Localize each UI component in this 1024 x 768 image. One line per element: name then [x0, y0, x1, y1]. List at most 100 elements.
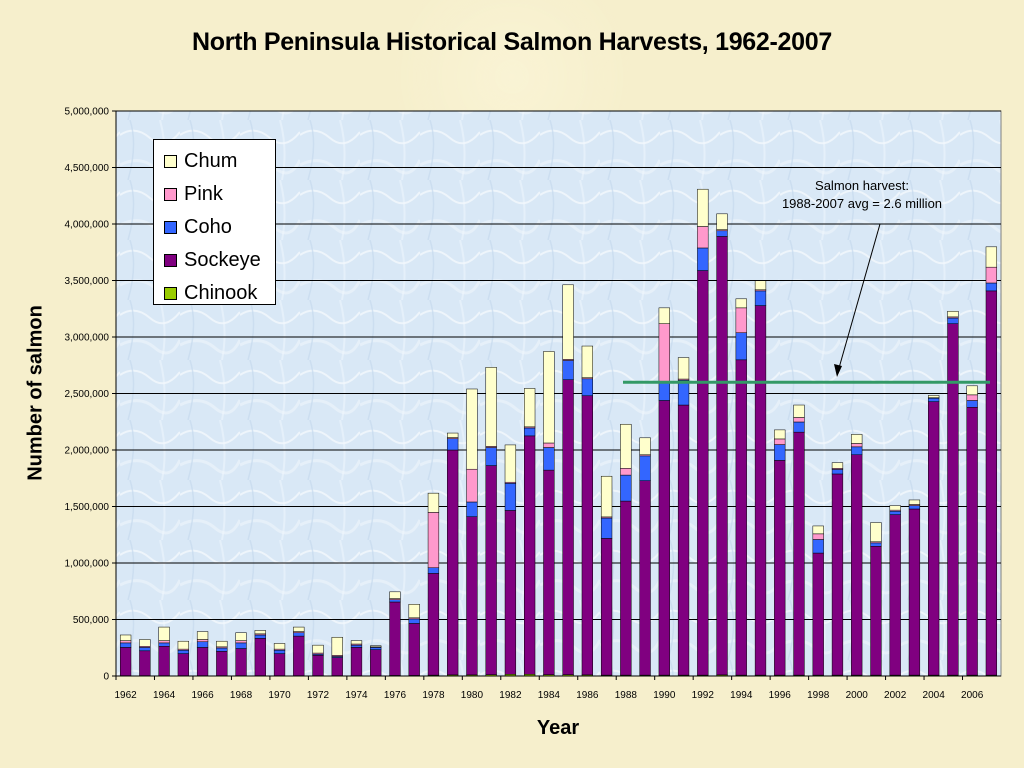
bar-coho-1988	[620, 474, 632, 502]
bar-coho-1962	[119, 642, 132, 648]
bar-coho-1969	[254, 634, 266, 639]
legend-swatch-pink	[164, 188, 177, 201]
bar-chum-2004	[928, 395, 940, 398]
bar-chum-1981	[485, 367, 497, 447]
bar-pink-2006	[966, 394, 978, 401]
bar-coho-1984	[543, 447, 555, 471]
bar-coho-1974	[350, 644, 363, 648]
bar-sockeye-1981	[485, 465, 497, 675]
average-annotation: Salmon harvest: 1988-2007 avg = 2.6 mill…	[742, 177, 982, 213]
legend-swatch-coho	[164, 221, 177, 234]
y-tick-label: 2,000,000	[65, 446, 110, 457]
bar-sockeye-1963	[139, 650, 151, 676]
bar-sockeye-2000	[851, 454, 863, 676]
bar-chum-1976	[389, 591, 401, 599]
legend-label-pink: Pink	[184, 183, 223, 205]
bar-chum-1962	[119, 634, 132, 641]
bar-sockeye-1999	[831, 473, 844, 676]
bar-chum-1973	[331, 636, 343, 656]
bar-sockeye-1968	[235, 648, 247, 676]
bar-coho-1975	[370, 647, 382, 650]
bar-chum-1963	[139, 639, 151, 647]
bar-pink-1978	[427, 512, 440, 569]
bar-coho-2001	[870, 542, 882, 547]
bar-coho-2005	[947, 317, 959, 324]
bar-coho-1976	[389, 599, 401, 603]
annotation-arrow	[836, 223, 881, 376]
bar-chum-1969	[254, 630, 266, 635]
bar-chum-1994	[735, 298, 747, 309]
legend-item-chinook: Chinook	[164, 277, 275, 310]
bar-sockeye-1983	[524, 435, 536, 675]
x-tick-label: 1994	[730, 690, 753, 701]
x-tick-label: 1964	[153, 690, 176, 701]
bar-sockeye-1980	[466, 516, 478, 676]
bar-coho-2002	[889, 511, 901, 515]
bar-coho-1986	[581, 378, 593, 397]
y-tick-label: 1,500,000	[65, 502, 110, 513]
x-tick-label: 1978	[422, 690, 445, 701]
bar-pink-1966	[196, 639, 209, 643]
bar-sockeye-2004	[928, 401, 940, 676]
bar-chum-1966	[196, 631, 209, 640]
bar-chum-1975	[370, 645, 382, 648]
bar-sockeye-1978	[427, 573, 440, 676]
bar-coho-1991	[677, 379, 690, 406]
bar-chum-1979	[447, 432, 459, 438]
bar-pink-1998	[812, 533, 824, 540]
y-tick-label: 500,000	[73, 615, 110, 626]
bar-chum-1977	[408, 604, 420, 619]
bar-sockeye-1997	[793, 431, 805, 676]
bar-sockeye-1984	[543, 469, 555, 675]
bar-chum-2006	[966, 385, 978, 396]
y-tick-label: 3,000,000	[65, 333, 110, 344]
bar-sockeye-1985	[562, 379, 574, 675]
legend-swatch-chinook	[164, 287, 177, 300]
bar-chum-1999	[831, 462, 844, 469]
legend-item-pink: Pink	[164, 178, 275, 211]
bar-sockeye-1994	[735, 359, 747, 676]
x-tick-label: 2000	[846, 690, 869, 701]
legend-label-coho: Coho	[184, 216, 232, 238]
bar-chum-1985	[562, 284, 574, 360]
legend-label-chum: Chum	[184, 150, 238, 172]
bar-coho-1963	[139, 647, 151, 652]
bar-coho-1987	[600, 517, 613, 539]
x-tick-label: 1966	[191, 690, 214, 701]
bar-coho-1996	[774, 444, 786, 461]
legend-item-coho: Coho	[164, 211, 275, 244]
bar-pink-1990	[658, 323, 670, 382]
y-tick-label: 0	[103, 672, 109, 683]
bar-sockeye-1962	[119, 647, 132, 676]
bar-chum-1964	[158, 626, 170, 641]
x-tick-label: 1992	[692, 690, 715, 701]
x-tick-label: 1982	[499, 690, 522, 701]
bar-chum-1965	[177, 640, 189, 650]
x-tick-label: 1984	[538, 690, 561, 701]
bar-coho-1964	[158, 642, 170, 647]
bar-chum-2001	[870, 522, 882, 543]
bar-sockeye-1996	[774, 460, 786, 676]
x-tick-label: 1962	[114, 690, 137, 701]
x-tick-label: 2006	[961, 690, 984, 701]
bar-pink-2007	[985, 266, 998, 284]
bar-coho-1981	[485, 447, 497, 466]
chart-title: North Peninsula Historical Salmon Harves…	[192, 28, 832, 56]
y-tick-label: 2,500,000	[65, 389, 110, 400]
bar-sockeye-1969	[254, 638, 266, 676]
bar-coho-1992	[697, 247, 709, 271]
bar-chum-2003	[908, 499, 921, 505]
bar-coho-1998	[812, 539, 824, 554]
bar-sockeye-1979	[447, 449, 459, 676]
bar-coho-1978	[427, 567, 440, 574]
y-tick-label: 5,000,000	[65, 107, 110, 118]
bar-chum-1996	[774, 429, 786, 440]
bar-chum-2002	[889, 505, 901, 511]
bar-chum-1978	[427, 492, 440, 513]
x-tick-label: 1988	[615, 690, 638, 701]
x-tick-label: 1998	[807, 690, 830, 701]
bar-sockeye-1971	[293, 635, 305, 676]
bar-chum-1995	[754, 280, 767, 291]
bar-coho-1967	[216, 647, 228, 652]
